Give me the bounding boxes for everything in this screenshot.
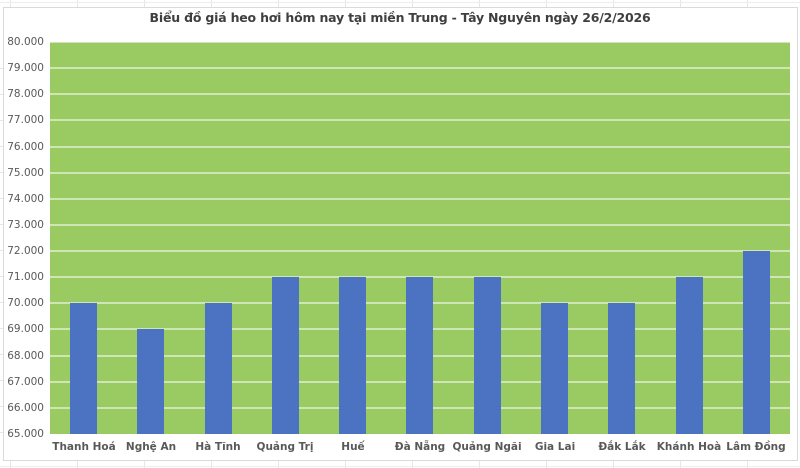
y-tick-label: 76.000 (7, 140, 44, 153)
y-tick-label: 67.000 (7, 375, 44, 388)
sheet-column-gridline (278, 0, 279, 7)
sheet-column-gridline (680, 0, 681, 7)
y-tick-label: 78.000 (7, 88, 44, 101)
sheet-row-gridline (0, 250, 3, 251)
x-category-label: Huế (341, 441, 365, 453)
sheet-column-gridline (412, 461, 413, 468)
y-tick-label: 73.000 (7, 218, 44, 231)
gridline (50, 197, 790, 200)
sheet-row-gridline (0, 120, 3, 121)
sheet-row-gridline (0, 146, 3, 147)
y-tick-label: 71.000 (7, 271, 44, 284)
sheet-row-gridline (0, 302, 3, 303)
bar[interactable] (608, 303, 635, 434)
y-tick-label: 70.000 (7, 297, 44, 310)
sheet-row-gridline (0, 328, 3, 329)
x-category-label: Quảng Ngãi (452, 441, 522, 453)
sheet-row-gridline (0, 68, 3, 69)
gridline (50, 67, 790, 70)
sheet-column-gridline (77, 461, 78, 468)
y-tick-label: 77.000 (7, 114, 44, 127)
x-category-label: Đà Nẵng (394, 441, 446, 453)
sheet-row-gridline (0, 466, 800, 467)
bar[interactable] (205, 303, 232, 434)
sheet-row-gridline (0, 354, 3, 355)
bar[interactable] (743, 251, 770, 434)
bar[interactable] (137, 329, 164, 434)
sheet-column-gridline (546, 461, 547, 468)
sheet-column-gridline (613, 0, 614, 7)
gridline (50, 250, 790, 253)
bar[interactable] (272, 277, 299, 434)
sheet-column-gridline (77, 0, 78, 7)
y-tick-label: 65.000 (7, 428, 44, 440)
y-tick-label: 74.000 (7, 192, 44, 205)
sheet-column-gridline (10, 0, 11, 7)
sheet-column-gridline (345, 0, 346, 7)
bar[interactable] (541, 303, 568, 434)
sheet-column-gridline (211, 461, 212, 468)
sheet-column-gridline (479, 461, 480, 468)
bar[interactable] (70, 303, 97, 434)
sheet-column-gridline (613, 461, 614, 468)
sheet-column-gridline (680, 461, 681, 468)
y-tick-label: 80.000 (7, 36, 44, 48)
y-tick-label: 75.000 (7, 166, 44, 179)
sheet-column-gridline (345, 461, 346, 468)
gridline (50, 145, 790, 148)
sheet-row-gridline (0, 172, 3, 173)
x-category-label: Nghệ An (125, 441, 177, 453)
gridline (50, 119, 790, 122)
sheet-row-gridline (0, 276, 3, 277)
x-category-label: Quảng Trị (256, 441, 314, 453)
sheet-row-gridline (0, 380, 3, 381)
y-tick-label: 69.000 (7, 323, 44, 336)
y-tick-label: 66.000 (7, 401, 44, 414)
gridline (50, 223, 790, 226)
x-category-label: Đắk Lắk (598, 441, 646, 453)
sheet-row-gridline (0, 224, 3, 225)
sheet-row-gridline (0, 2, 800, 3)
x-category-label: Hà Tĩnh (195, 441, 241, 453)
x-category-label: Gia Lai (534, 441, 576, 453)
sheet-row-gridline (0, 432, 3, 433)
gridline (50, 171, 790, 174)
sheet-column-gridline (144, 461, 145, 468)
sheet-row-gridline (0, 198, 3, 199)
bar[interactable] (339, 277, 366, 434)
y-tick-label: 72.000 (7, 245, 44, 258)
sheet-column-gridline (144, 0, 145, 7)
sheet-column-gridline (10, 461, 11, 468)
gridline (50, 41, 790, 43)
x-category-label: Thanh Hoá (52, 441, 116, 453)
x-category-label: Khánh Hoà (656, 441, 722, 453)
x-category-label: Lâm Đồng (726, 441, 786, 453)
plot-area (50, 41, 790, 434)
sheet-column-gridline (211, 0, 212, 7)
sheet-column-gridline (747, 0, 748, 7)
y-tick-label: 68.000 (7, 349, 44, 362)
y-tick-label: 79.000 (7, 62, 44, 75)
sheet-column-gridline (412, 0, 413, 7)
chart-title: Biểu đồ giá heo hơi hôm nay tại miền Tru… (149, 10, 651, 25)
sheet-column-gridline (278, 461, 279, 468)
sheet-column-gridline (479, 0, 480, 7)
bar[interactable] (474, 277, 501, 434)
sheet-column-gridline (546, 0, 547, 7)
sheet-column-gridline (747, 461, 748, 468)
bar[interactable] (676, 277, 703, 434)
sheet-row-gridline (0, 406, 3, 407)
bar[interactable] (406, 277, 433, 434)
sheet-row-gridline (0, 94, 3, 95)
gridline (50, 93, 790, 96)
